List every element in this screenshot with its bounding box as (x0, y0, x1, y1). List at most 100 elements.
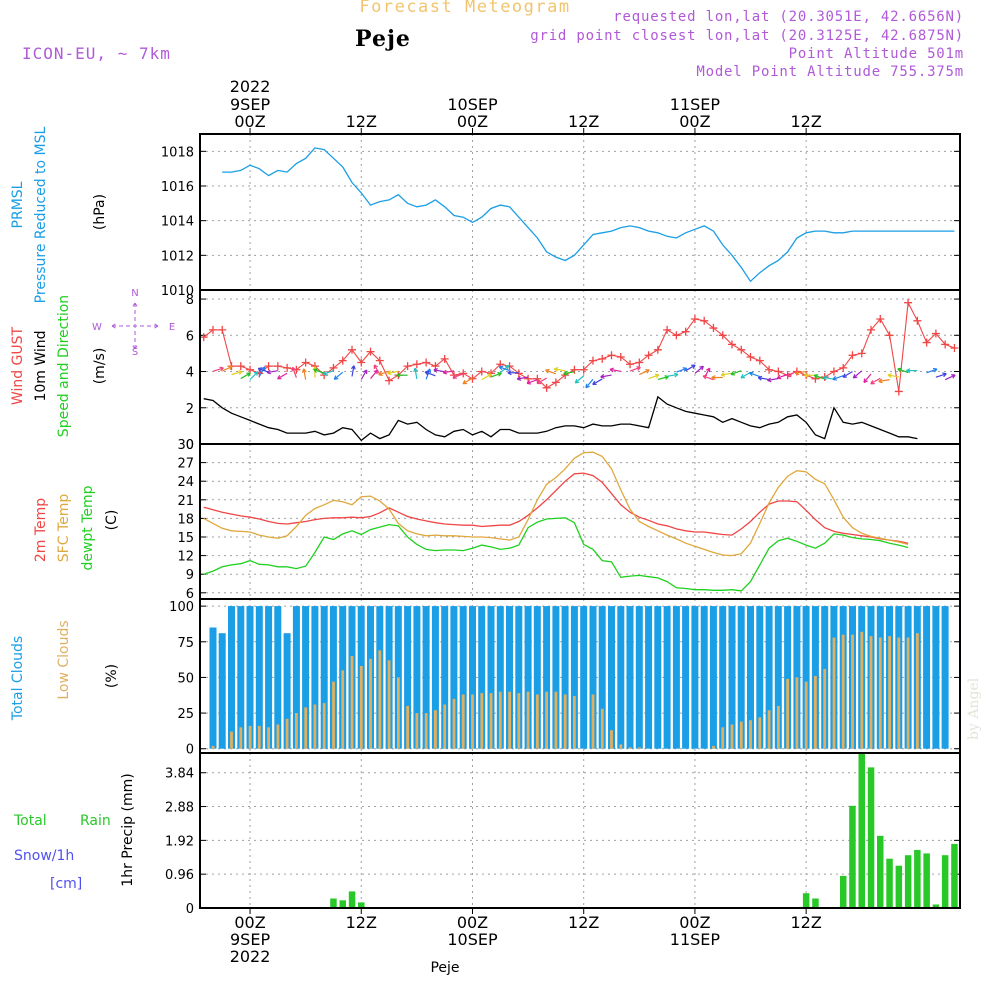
low-cloud-bar (517, 693, 521, 749)
low-cloud-bar (814, 676, 817, 749)
wind-arrow-head (396, 372, 401, 378)
compass-rose-icon (111, 302, 159, 350)
gust-marker (718, 331, 727, 340)
precip-bar (904, 855, 912, 908)
wind-direction-arrow (360, 369, 368, 380)
precip-bar (858, 753, 865, 908)
wind-arrow-head (863, 378, 868, 383)
gust-marker (422, 358, 431, 367)
pressure-line (222, 147, 955, 283)
total-cloud-bar (506, 606, 513, 749)
low-cloud-bar (795, 677, 799, 749)
wind-arrow-head (730, 371, 735, 376)
panel-frame-wind (199, 289, 961, 445)
wind-arrow-head (786, 372, 792, 378)
wind-arrow-head (654, 373, 660, 379)
total-cloud-bar (487, 606, 495, 749)
bottom-time-label: 2022 (230, 947, 271, 966)
top-time-label: 00Z (457, 112, 488, 131)
total-cloud-bar (561, 606, 569, 749)
low-cloud-bar (378, 650, 382, 749)
wind-arrow-head (504, 364, 510, 370)
y-tick-label: 27 (177, 457, 194, 472)
model-altitude: Model Point Altitude 755.375m (696, 64, 964, 80)
wind-arrow-head (413, 367, 418, 373)
low-cloud-bar (285, 718, 289, 749)
low-cloud-bar (397, 677, 400, 749)
low-cloud-bar (897, 637, 901, 749)
low-cloud-bar (786, 678, 789, 749)
wind-arrow-head (363, 369, 368, 374)
gust-marker (690, 314, 699, 323)
gust-marker (672, 331, 681, 340)
total-cloud-bar (608, 606, 615, 749)
low-cloud-bar (739, 721, 743, 749)
gust-marker (357, 358, 366, 367)
total-cloud-bar (302, 606, 310, 749)
total-clouds-label: Total Clouds (10, 636, 26, 721)
temp-label: 2m Temp (33, 498, 49, 562)
wind-direction-arrow (574, 375, 585, 384)
wind-direction-arrow (258, 366, 266, 377)
gust-marker (348, 345, 356, 354)
low-cloud-bar (415, 713, 419, 749)
wind-direction-arrow (842, 371, 853, 378)
precip-bar (951, 843, 958, 908)
wind-arrow-head (699, 365, 704, 371)
wind-speed-line (203, 395, 918, 442)
wind-direction-arrow (212, 367, 224, 372)
low-cloud-bar (804, 681, 808, 749)
chart-title: Forecast Meteogram (359, 0, 571, 17)
pressure-unit: (hPa) (92, 194, 108, 230)
gust-label: Wind GUST (10, 326, 26, 405)
total-cloud-bar (543, 606, 551, 749)
gust-marker (301, 358, 310, 367)
wind-arrow-head (740, 374, 746, 379)
low-cloud-bar (443, 704, 447, 749)
compass-east: E (169, 322, 175, 333)
wind-direction-arrow (832, 375, 844, 380)
total-cloud-bar (283, 633, 291, 749)
wind-direction-arrow (554, 368, 566, 372)
y-tick-label: 0 (186, 743, 194, 758)
gust-marker (598, 354, 607, 363)
total-cloud-bar (478, 606, 486, 749)
wind-arrow-head (516, 376, 522, 381)
dewpoint-line (203, 517, 909, 592)
gust-marker (857, 349, 866, 358)
bottom-time-label: 12Z (568, 913, 599, 932)
wind-direction-arrow (370, 369, 379, 379)
wind-arrow-head (545, 368, 550, 374)
wind-direction-arrow (313, 368, 325, 374)
wind-direction-arrow (378, 370, 390, 376)
wind-direction-arrow (585, 378, 594, 389)
gust-marker (765, 365, 774, 374)
y-tick-label: 75 (177, 636, 194, 651)
total-cloud-bar (700, 606, 708, 749)
sfc-temp-label: SFC Temp (56, 494, 72, 563)
panel-frame-temperature (199, 443, 961, 600)
gust-marker (375, 356, 384, 365)
total-cloud-bar (441, 606, 449, 749)
gust-marker (246, 365, 255, 374)
location-title: Peje (355, 26, 411, 52)
low-cloud-bar (749, 720, 752, 749)
wind-arrow-head (277, 375, 282, 380)
wind-unit: (m/s) (92, 348, 108, 385)
gust-marker (913, 316, 922, 325)
wind-arrow-head (711, 375, 716, 380)
wind-direction-arrow (240, 372, 251, 380)
wind-direction-label: Speed and Direction (56, 295, 72, 437)
wind-direction-arrow (777, 373, 788, 379)
precip-bar (914, 849, 921, 908)
gust-marker (588, 356, 597, 365)
y-tick-label: 1018 (161, 145, 194, 160)
low-cloud-bar (888, 636, 891, 749)
wind-direction-arrow (863, 373, 872, 383)
snow-label: Snow/1h (14, 848, 74, 864)
dewpoint-label: dewpt Temp (80, 485, 96, 570)
wind-direction-arrow (787, 370, 798, 378)
total-cloud-bar (941, 606, 949, 749)
low-cloud-bar (434, 710, 437, 749)
point-altitude: Point Altitude 501m (788, 46, 964, 62)
